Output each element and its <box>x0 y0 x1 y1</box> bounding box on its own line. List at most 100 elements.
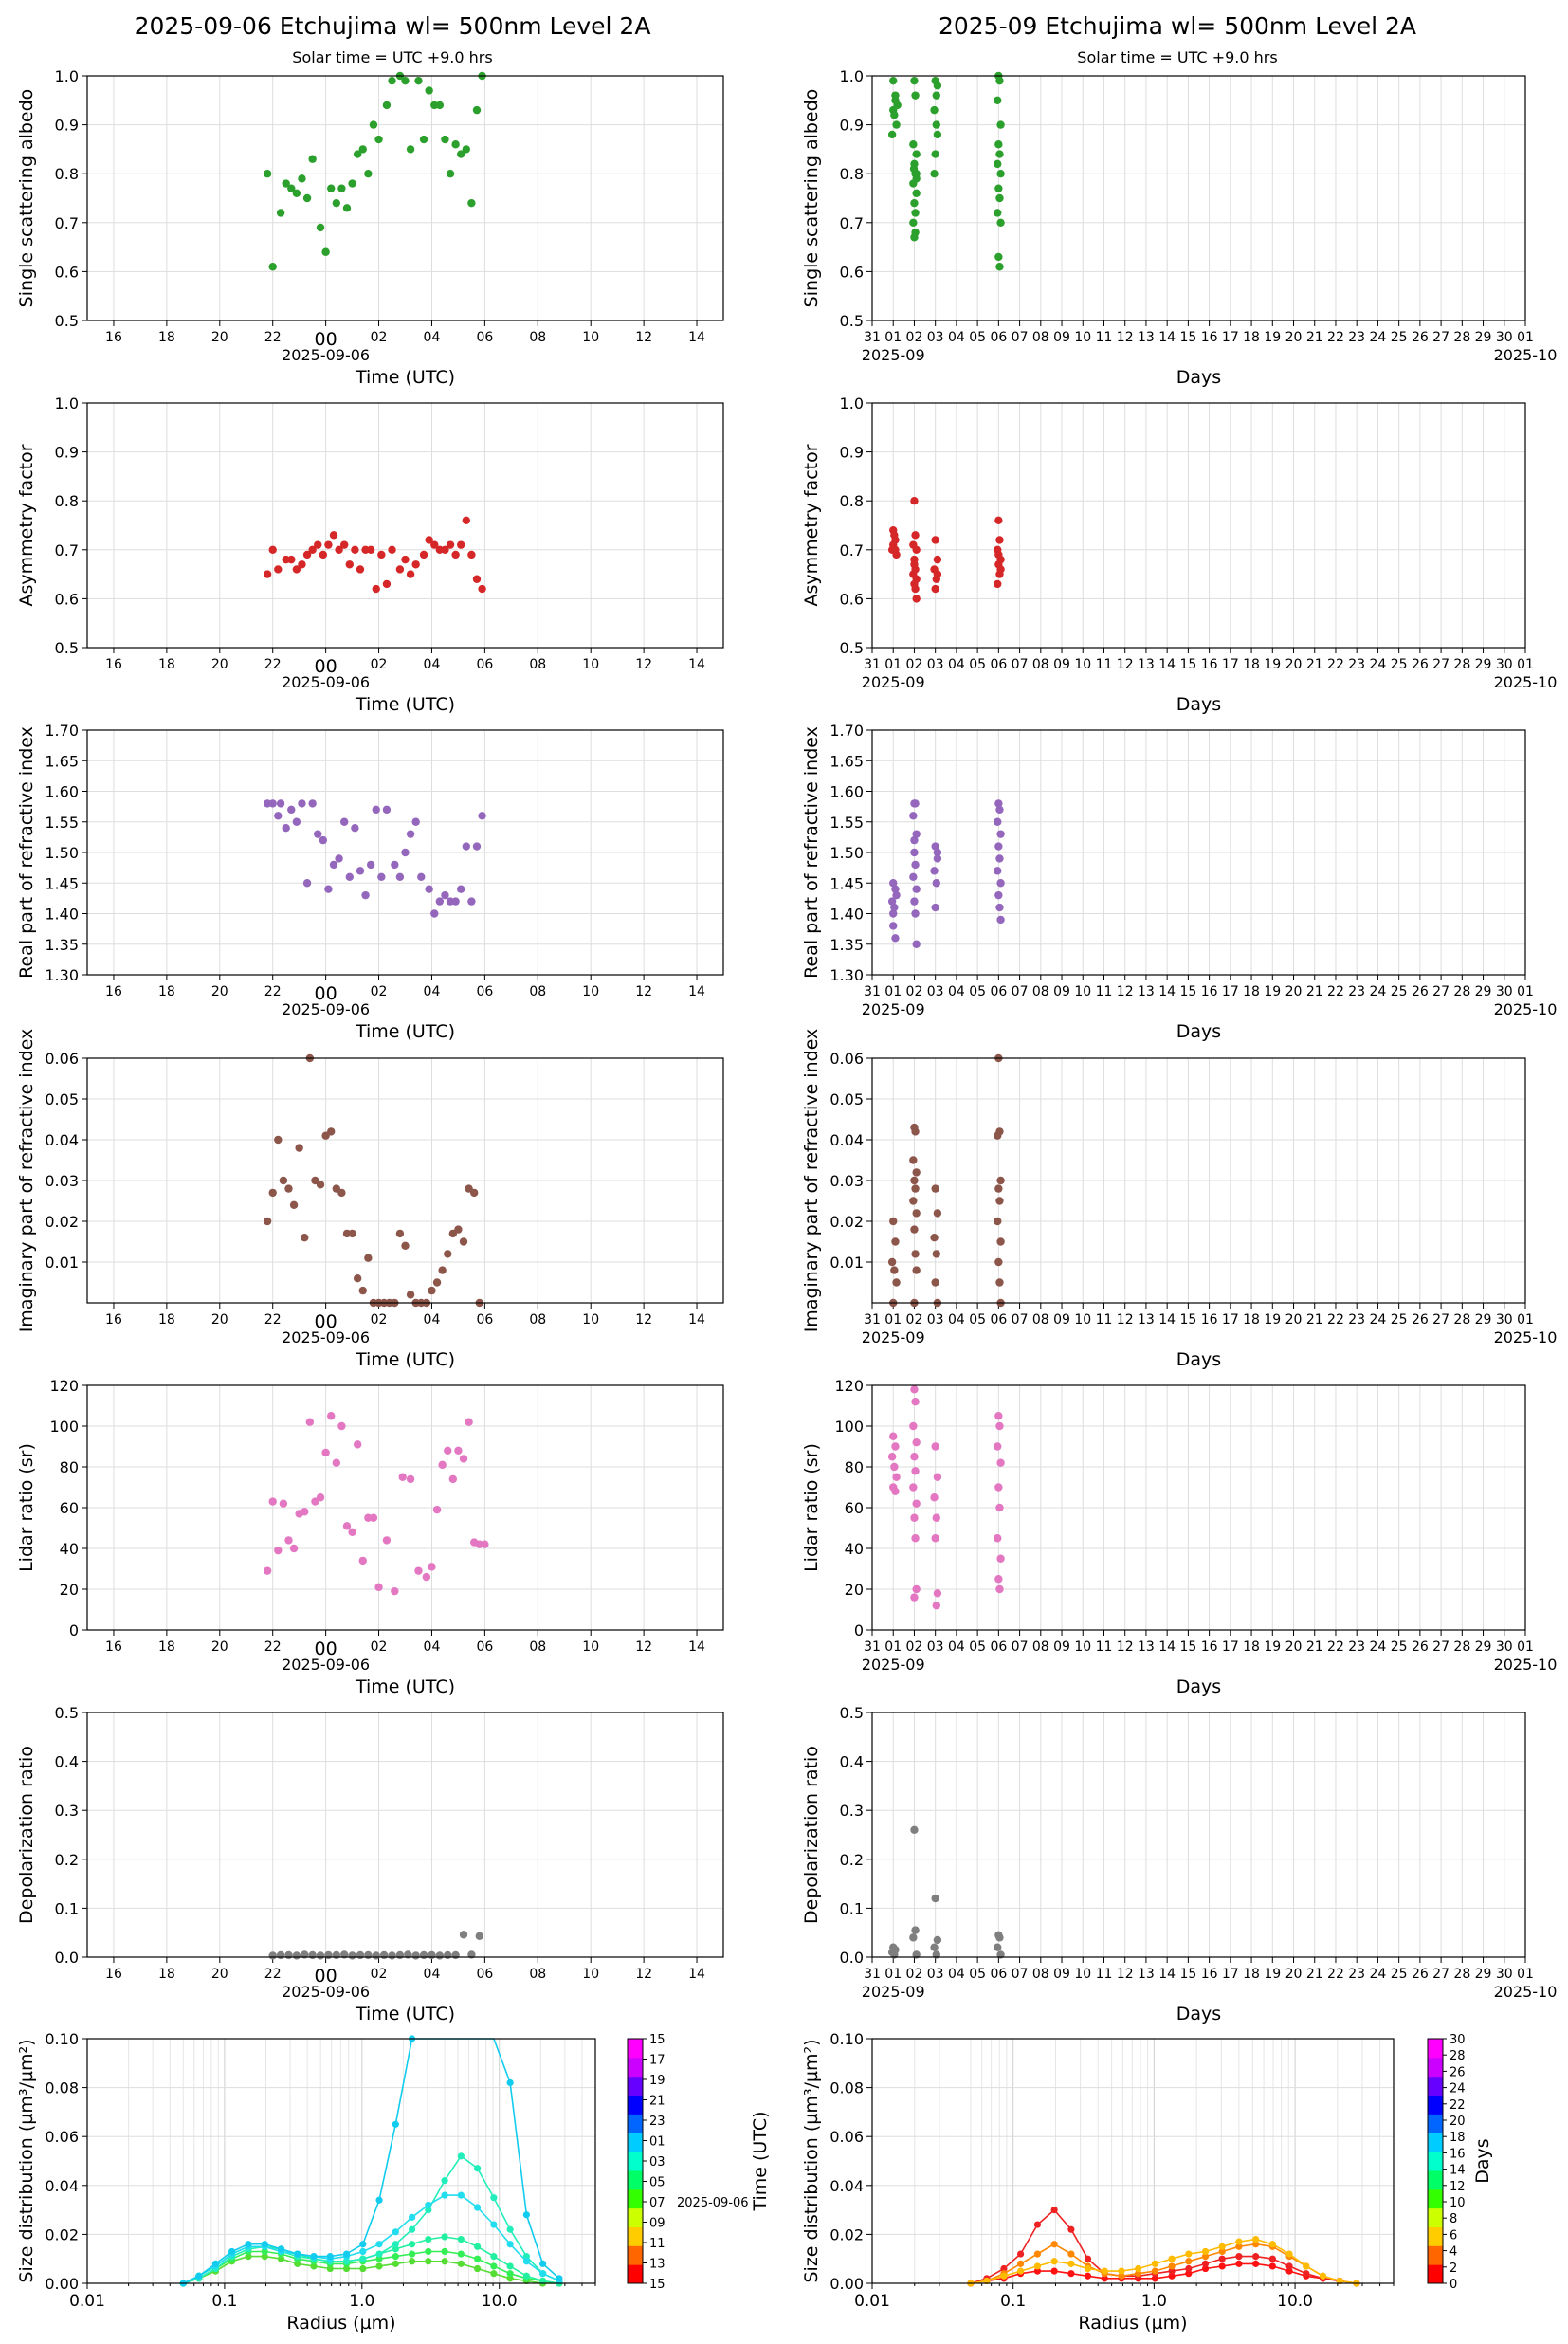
series-line-05 <box>182 2038 560 2284</box>
series-point-03 <box>522 2253 530 2261</box>
data-point <box>933 555 942 564</box>
colorbar-band <box>628 2133 643 2152</box>
x-tick-label: 14 <box>688 1312 705 1328</box>
x-tick-label: 20 <box>211 1967 228 1982</box>
series-point-02 <box>408 2241 416 2248</box>
y-tick-label: 0.6 <box>55 590 79 608</box>
x-tick-label: 20 <box>1285 330 1303 345</box>
x-tick-label: 14 <box>1158 330 1176 345</box>
data-point <box>282 824 290 833</box>
colorbar-tick-label: 19 <box>649 2074 665 2088</box>
x-tick-label: 01 <box>1517 1639 1534 1655</box>
data-point <box>406 1291 415 1299</box>
series-point-03 <box>1033 2250 1042 2258</box>
colorbar-tick-label: 18 <box>1449 2131 1466 2145</box>
y-tick-label: 0.7 <box>55 214 79 232</box>
y-tick-label: 120 <box>834 1377 864 1395</box>
series-point-02 <box>1000 2264 1008 2273</box>
y-tick-label: 0.3 <box>55 1802 79 1820</box>
plot-frame <box>871 2038 1395 2284</box>
data-point <box>348 1528 356 1537</box>
colorbar-date-label: 2025-09-06 <box>677 2196 749 2210</box>
series-point-02 <box>457 2235 465 2243</box>
y-axis-label: Asymmetry factor <box>16 444 37 606</box>
data-point <box>276 1950 285 1960</box>
y-tick-label: 1.35 <box>45 936 79 954</box>
data-point <box>994 1534 1002 1543</box>
colorbar-band <box>628 2207 643 2227</box>
x-tick-label: 03 <box>927 1312 944 1328</box>
colorbar-band <box>628 2095 643 2115</box>
data-point <box>912 545 921 554</box>
y-tick-label: 80 <box>845 1458 864 1476</box>
x-tick-label: 06 <box>990 1967 1007 1982</box>
data-point <box>930 867 939 875</box>
data-point <box>910 560 919 569</box>
x-tick-label: 08 <box>1032 330 1049 345</box>
colorbar-tick-label: 03 <box>649 2155 665 2170</box>
data-point <box>933 82 942 90</box>
data-point <box>912 885 921 893</box>
data-point <box>891 91 900 100</box>
x-tick-label: 23 <box>1348 1639 1365 1655</box>
series-point-03 <box>457 2152 465 2160</box>
colorbar-tick-label: 15 <box>649 2278 665 2292</box>
x-tick-label: 18 <box>1243 657 1260 672</box>
data-point <box>910 1453 919 1461</box>
x-axis-label: Time (UTC) <box>355 1021 455 1042</box>
data-point <box>419 135 428 144</box>
colorbar-band <box>1428 2133 1443 2152</box>
x-tick-label: 22 <box>264 1639 282 1655</box>
series-point-22 <box>277 2255 285 2262</box>
x-tick-label: 10.0 <box>482 2292 518 2311</box>
data-point <box>995 903 1004 912</box>
data-point <box>481 1540 489 1548</box>
x-tick-label: 06 <box>990 657 1007 672</box>
data-point <box>995 1278 1004 1287</box>
right-solar-note: Solar time = UTC +9.0 hrs <box>1077 48 1277 66</box>
y-tick-label: 0.06 <box>830 1050 864 1068</box>
series-point-04 <box>441 2191 448 2199</box>
plot-frame <box>871 75 1526 321</box>
x-tick-label: 26 <box>1412 1967 1429 1982</box>
data-point <box>454 1446 463 1456</box>
series-point-06 <box>1016 2267 1025 2275</box>
y-tick-label: 0.8 <box>840 492 864 510</box>
x-tick-label: 09 <box>1053 1312 1070 1328</box>
data-point <box>428 1286 436 1295</box>
series-point-06 <box>1033 2262 1042 2270</box>
data-point <box>332 198 341 208</box>
series-point-00 <box>441 2247 448 2256</box>
x-tick-label: 06 <box>476 330 493 345</box>
data-point <box>372 805 380 815</box>
series-point-06 <box>1084 2264 1092 2273</box>
x-tick-label: 12 <box>1117 330 1134 345</box>
series-point-04 <box>425 2201 432 2209</box>
y-tick-label: 0.0 <box>840 1949 864 1967</box>
y-tick-label: 0.04 <box>830 1131 864 1149</box>
data-point <box>909 872 918 881</box>
series-point-05 <box>522 2211 530 2219</box>
series-point-06 <box>1151 2260 1159 2267</box>
x-tick-label: 22 <box>1327 1312 1344 1328</box>
y-tick-label: 0.9 <box>840 444 864 462</box>
x-tick-label: 13 <box>1138 1967 1155 1982</box>
data-point <box>465 1418 473 1426</box>
data-point <box>457 885 465 893</box>
data-point <box>337 1188 346 1198</box>
data-point <box>910 1176 919 1185</box>
series-point-02 <box>490 2253 498 2261</box>
data-point <box>911 860 920 870</box>
data-point <box>933 1209 942 1218</box>
y-tick-label: 0.4 <box>55 1753 79 1771</box>
x-tick-label: 23 <box>1348 1312 1365 1328</box>
data-point <box>364 170 373 178</box>
x-tick-label: 25 <box>1391 1312 1408 1328</box>
data-point <box>995 1197 1004 1205</box>
y-tick-label: 1.65 <box>45 752 79 770</box>
x-tick-label: 20 <box>211 1639 228 1655</box>
data-point <box>274 1546 283 1555</box>
data-point <box>890 1266 899 1274</box>
data-point <box>910 198 919 208</box>
colorbar-tick-label: 05 <box>649 2176 665 2190</box>
